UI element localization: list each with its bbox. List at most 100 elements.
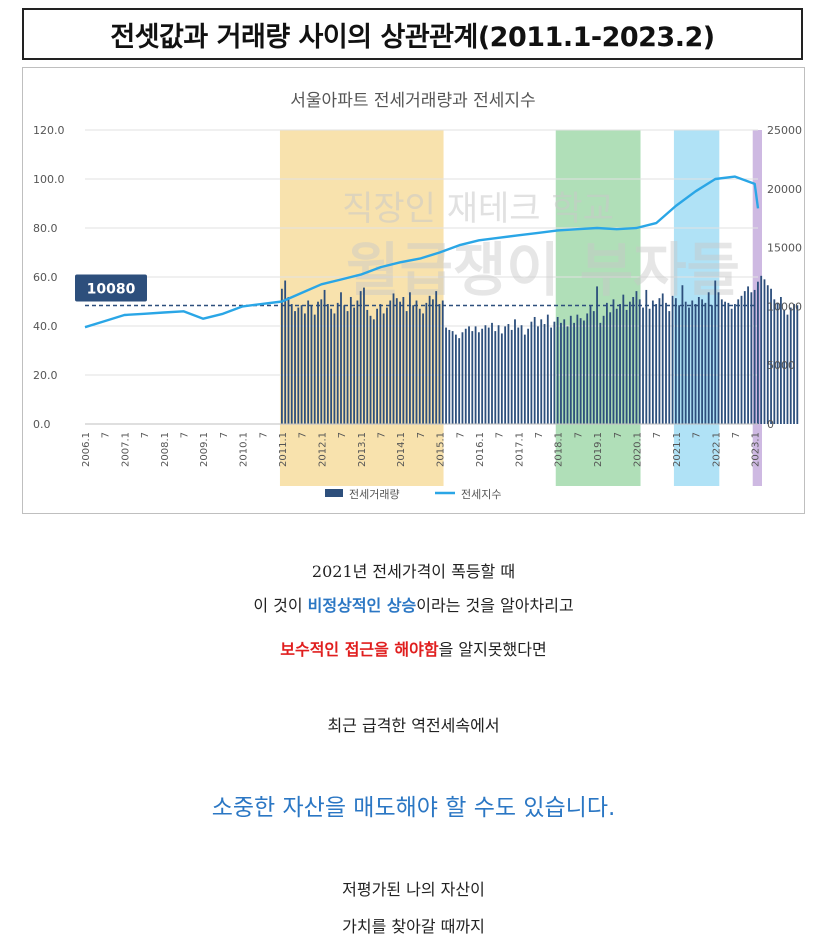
x-tick-label: 7 [101,432,112,438]
volume-bar [688,307,690,424]
volume-bar [448,329,451,424]
volume-bars [280,275,799,424]
volume-bar [602,315,605,424]
x-tick-label: 2014.1 [396,432,407,467]
volume-bar [418,308,421,424]
volume-bar [340,292,342,424]
x-tick-label: 7 [219,432,230,438]
volume-bar [671,295,674,424]
volume-bar [369,315,372,424]
volume-bar [346,311,349,424]
volume-bar [694,304,697,424]
volume-bar [661,293,664,424]
volume-bar [743,291,746,424]
x-tick-label: 7 [416,432,427,438]
legend-bar-swatch [325,489,343,497]
chart-panel: 직장인 재테크 학교 월급쟁이 부자들 10080 0.0 20.0 40.0 60.… [22,67,805,514]
x-tick-label: 7 [692,432,703,438]
volume-bar [678,305,681,424]
volume-bar [569,315,572,424]
volume-bar [353,307,356,424]
volume-bar [366,309,369,424]
volume-bar [579,318,582,424]
x-tick-label: 7 [298,432,309,438]
volume-bar [697,296,700,424]
volume-bar [464,328,467,424]
right-tick-label: 5000 [767,359,795,372]
reference-layer: 10080 [75,274,758,307]
volume-bar [592,311,595,424]
legend-line-label: 전세지수 [461,488,501,501]
volume-bar [504,326,507,424]
volume-bar [763,279,766,424]
volume-bar [714,280,717,424]
volume-bar [326,304,329,424]
volume-bar [691,300,694,424]
left-tick-label: 0.0 [33,418,51,431]
volume-bar [737,299,740,424]
volume-bar [645,289,648,424]
left-tick-label: 20.0 [33,369,58,382]
volume-bar [517,327,520,424]
volume-bar [786,314,789,424]
volume-bar [546,314,549,424]
volume-bar [674,298,677,424]
index-line [84,175,760,329]
volume-bar [507,324,510,424]
volume-bar [379,304,382,424]
volume-bar [415,300,418,424]
volume-bar [454,334,457,424]
x-tick-label: 2007.1 [120,432,131,467]
x-tick-label: 2019.1 [593,432,604,467]
volume-bar [658,298,661,424]
volume-bar [468,326,470,424]
text-line-5: 소중한 자산을 매도해야 할 수도 있습니다. [211,795,616,821]
volume-bar [537,326,539,424]
x-tick-label: 2008.1 [160,432,171,467]
volume-bar [556,316,559,424]
volume-bar [789,307,792,424]
volume-bar [606,302,608,424]
volume-bar [523,334,526,424]
volume-bar [376,308,379,424]
volume-bar [668,311,671,424]
volume-bar [389,300,392,424]
index-line-layer [84,175,760,329]
volume-bar [300,305,303,424]
text-line-1: 2021년 전세가격이 폭등할 때 [311,562,516,581]
text-line-2-pre: 이 것이 [253,596,308,615]
volume-bar [779,296,782,424]
volume-bar [336,302,339,424]
highlight-band-2 [555,130,641,486]
volume-bar [632,296,635,424]
volume-bar [392,293,395,424]
volume-bar [520,325,523,424]
right-tick-label: 20000 [767,183,802,196]
left-tick-label: 120.0 [33,124,65,137]
x-tick-label: 7 [731,432,742,438]
volume-bar [303,313,306,424]
volume-bar [471,331,474,424]
volume-bar [770,288,772,424]
volume-bar [428,295,431,424]
x-tick-label: 2022.1 [711,432,722,467]
left-tick-label: 80.0 [33,222,58,235]
volume-bar [628,301,631,424]
volume-bar [451,331,454,424]
volume-bar [707,292,710,424]
volume-bar [612,299,615,424]
volume-bar [717,292,720,424]
volume-bar [550,327,552,424]
volume-bar [750,292,753,424]
x-tick-label: 7 [573,432,584,438]
x-tick-label: 2010.1 [239,432,250,467]
volume-bar [294,311,296,424]
page-title: 전셋값과 거래량 사이의 상관관계(2011.1-2023.2) [110,21,715,53]
x-tick-label: 7 [179,432,190,438]
volume-bar [533,316,536,424]
x-tick-label: 2018.1 [554,432,565,467]
volume-bar [386,307,388,424]
volume-bar [313,314,316,424]
volume-bar [724,301,726,424]
volume-bar [553,321,556,424]
